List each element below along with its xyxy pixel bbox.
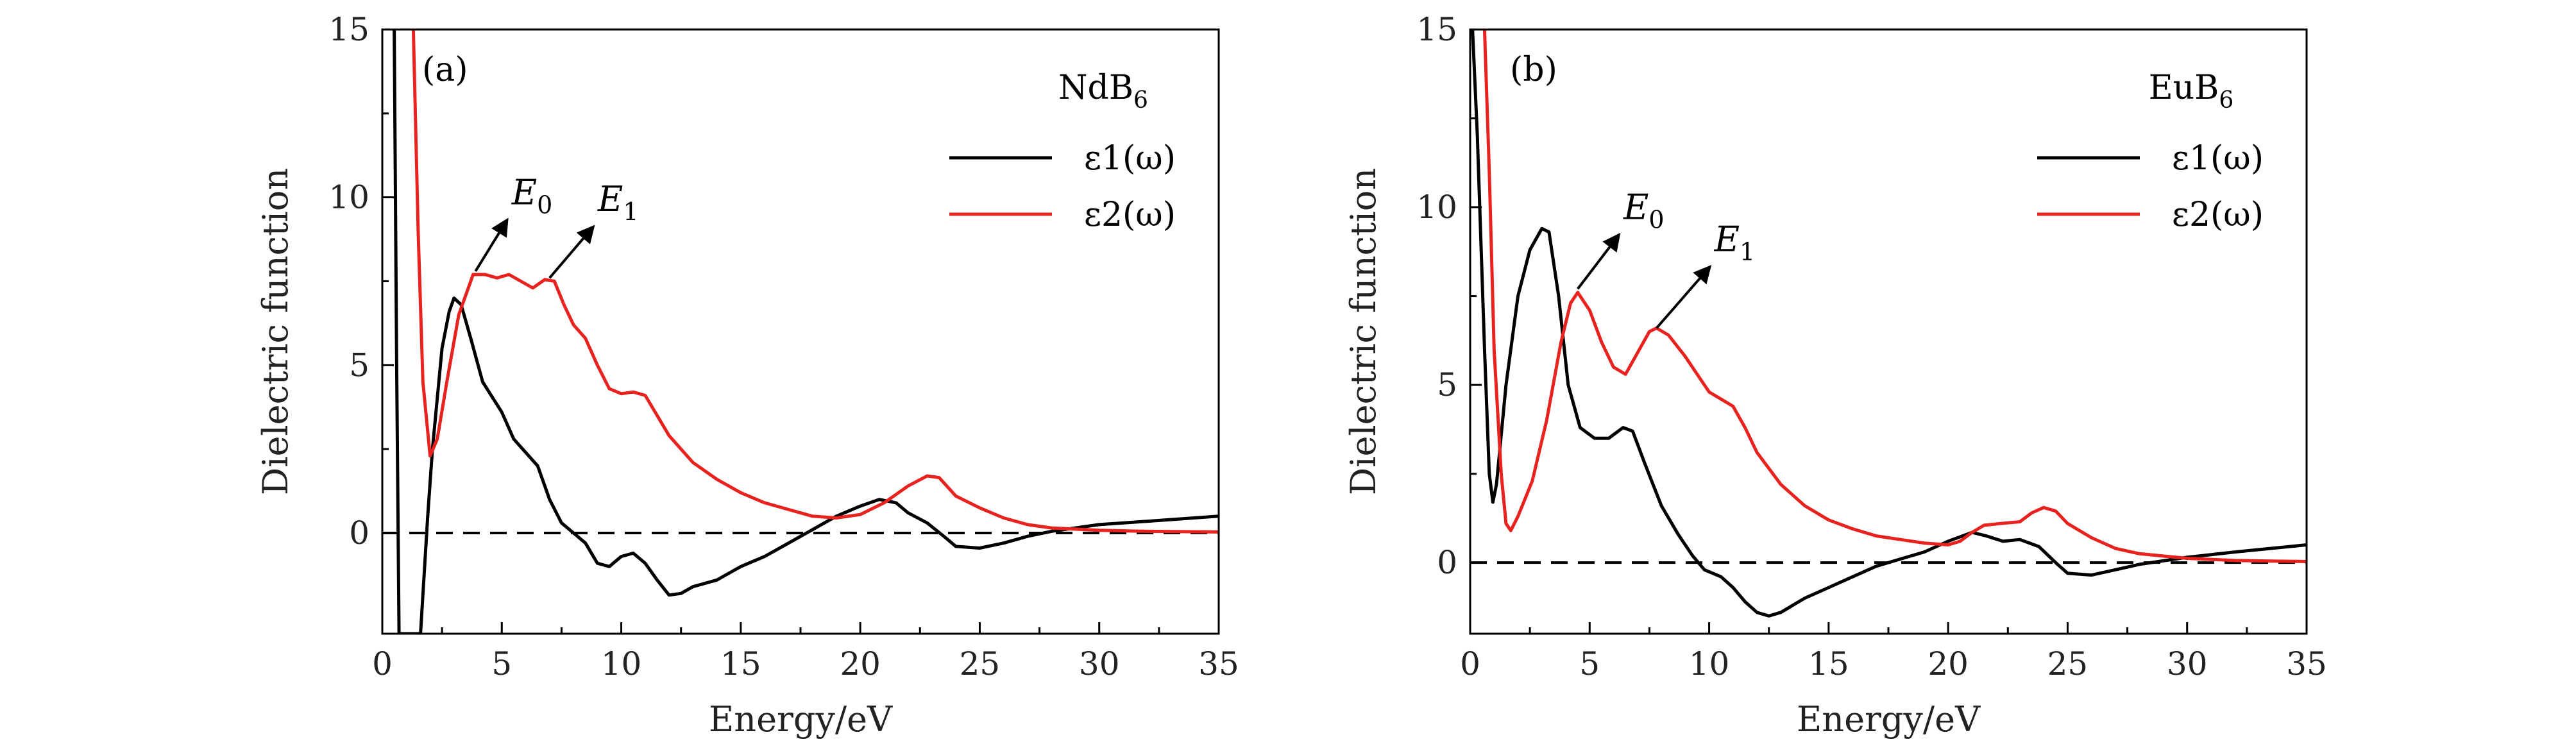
y-tick-label: 0 <box>1437 544 1457 581</box>
y-tick-label: 10 <box>328 179 369 216</box>
y-axis-label: Dielectric function <box>255 168 296 495</box>
annotation-symbol: E <box>1714 219 1740 259</box>
x-tick-label: 35 <box>1198 645 1239 682</box>
y-tick-label: 15 <box>1416 11 1457 48</box>
annotation-subscript: 1 <box>1740 237 1755 266</box>
series-line-epsilon1 <box>393 30 1219 634</box>
series-line-epsilon2 <box>411 30 1219 534</box>
annotation-symbol: E <box>1623 187 1648 227</box>
annotation-arrow <box>548 224 595 279</box>
panel-b-eu-b6: 0 5 10 15 20 25 30 35051015Energy/eVDielectric … <box>1343 11 2327 740</box>
annotation-arrow <box>474 217 509 272</box>
x-tick-label: 25 <box>2047 645 2089 682</box>
annotation-label: E1 <box>1714 219 1756 266</box>
compound-base: EuB <box>2149 69 2219 107</box>
annotation-symbol: E <box>597 179 623 219</box>
annotation-subscript: 1 <box>623 198 638 226</box>
x-tick-label: 0 <box>372 645 393 682</box>
x-tick-label: 10 <box>1689 645 1730 682</box>
panel-a-nd-b6: 0 5 10 15 20 25 30 35051015Energy/eVDielectric … <box>255 11 1239 740</box>
y-tick-label: 5 <box>1437 366 1457 403</box>
y-tick-label: 10 <box>1416 189 1457 226</box>
y-tick-label: 15 <box>328 11 369 48</box>
compound-subscript: 6 <box>1133 87 1148 114</box>
plot-frame <box>381 28 1220 635</box>
y-axis-label: Dielectric function <box>1343 168 1384 495</box>
legend-label: ε1(ω) <box>2172 139 2264 178</box>
x-tick-label: 15 <box>1808 645 1849 682</box>
x-tick-label: 35 <box>2286 645 2327 682</box>
x-tick-label: 30 <box>1079 645 1120 682</box>
x-tick-label: 5 <box>491 645 512 682</box>
x-tick-label: 20 <box>840 645 881 682</box>
x-tick-label: 30 <box>2167 645 2208 682</box>
x-tick-label: 10 <box>601 645 642 682</box>
legend-label: ε1(ω) <box>1084 139 1176 178</box>
x-axis-label: Energy/eV <box>709 699 893 740</box>
series-line-epsilon1 <box>1471 30 2307 618</box>
annotation-subscript: 0 <box>1648 205 1664 233</box>
compound-label: EuB6 <box>2149 69 2234 114</box>
annotation-label: E1 <box>597 179 639 226</box>
panel-label: (b) <box>1510 51 1557 89</box>
x-tick-label: 0 <box>1460 645 1480 682</box>
x-tick-label: 20 <box>1928 645 1969 682</box>
panel-label: (a) <box>422 51 468 89</box>
annotation-label: E0 <box>511 172 553 219</box>
annotation-arrow <box>1656 265 1712 329</box>
x-tick-label: 5 <box>1579 645 1600 682</box>
x-axis-label: Energy/eV <box>1797 699 1981 740</box>
plot-frame <box>1469 28 2308 635</box>
compound-subscript: 6 <box>2219 87 2233 114</box>
annotation-subscript: 0 <box>537 190 552 219</box>
series-line-epsilon2 <box>1482 30 2307 563</box>
annotation-symbol: E <box>511 172 537 212</box>
legend-label: ε2(ω) <box>2172 196 2264 234</box>
y-tick-label: 0 <box>349 514 369 552</box>
x-tick-label: 25 <box>960 645 1001 682</box>
compound-label: NdB6 <box>1058 69 1148 114</box>
legend-label: ε2(ω) <box>1084 196 1176 234</box>
x-tick-label: 15 <box>720 645 761 682</box>
compound-base: NdB <box>1058 69 1133 107</box>
annotation-label: E0 <box>1623 187 1665 233</box>
annotation-arrow <box>1577 232 1621 290</box>
y-tick-label: 5 <box>349 346 369 384</box>
